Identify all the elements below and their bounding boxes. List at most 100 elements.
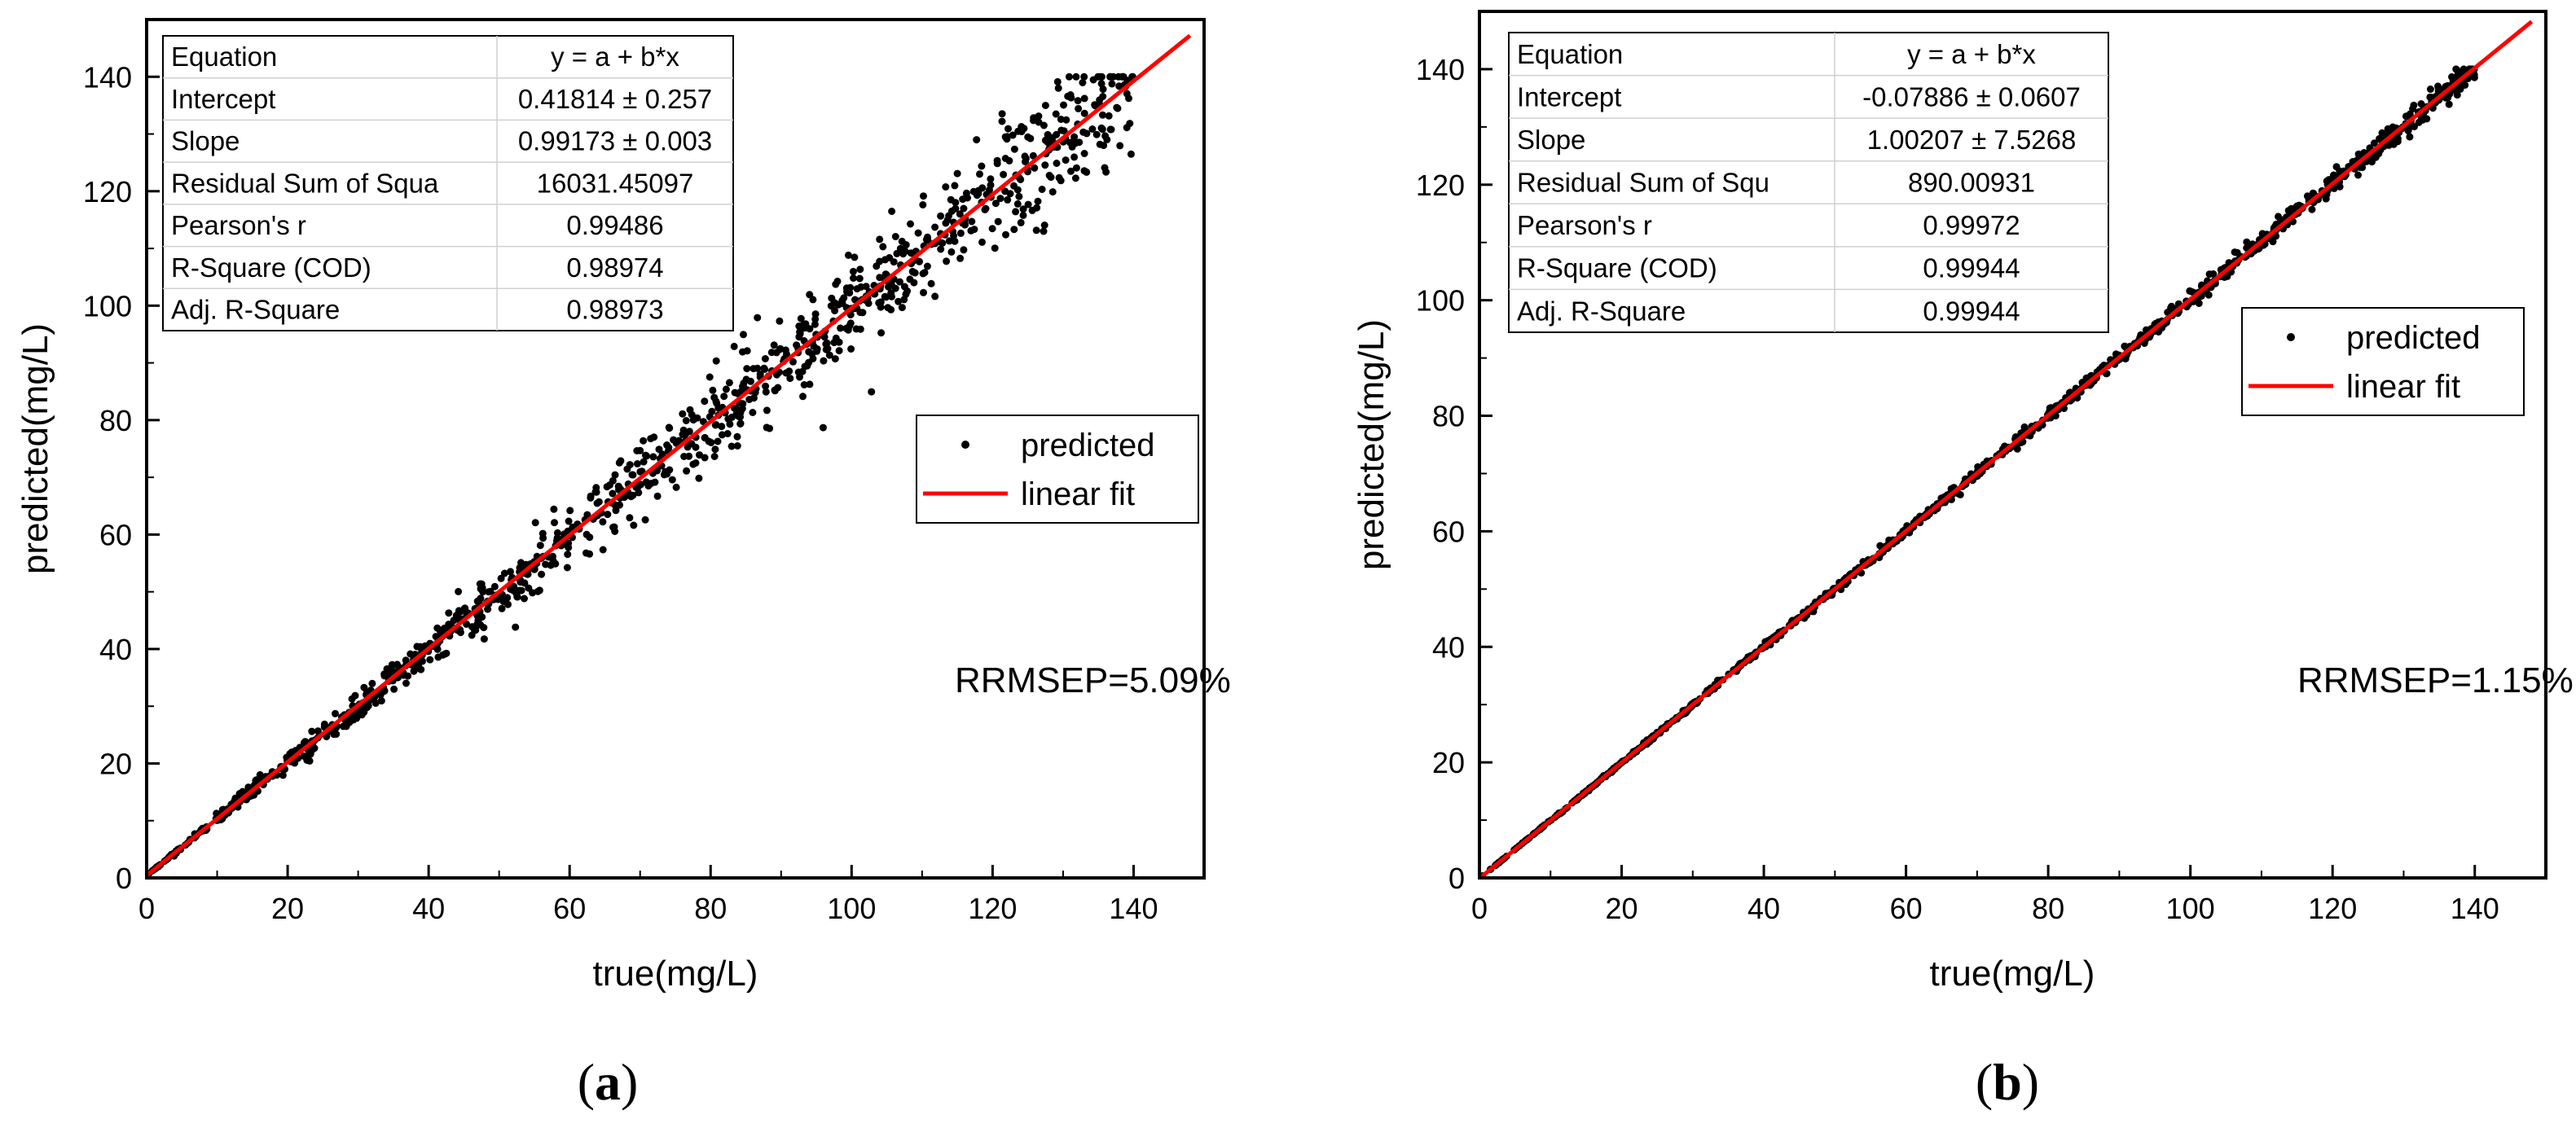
scatter-point [789,358,797,366]
scatter-point [800,381,808,388]
table-row-value: 0.99944 [1923,296,2020,326]
scatter-point [1114,72,1123,81]
scatter-point [947,248,956,256]
scatter-point [714,437,722,445]
scatter-point [665,444,673,452]
scatter-point [978,162,986,170]
table-row-value: 0.41814 ± 0.257 [518,84,712,114]
x-tick-label: 0 [138,892,155,925]
scatter-point [1080,109,1088,117]
scatter-point [640,437,648,445]
table-frame [162,35,734,331]
scatter-point [996,195,1004,203]
scatter-point [1083,168,1091,176]
scatter-point [507,568,514,576]
scatter-point [982,204,990,213]
scatter-point [762,388,770,396]
scatter-point [808,350,816,358]
scatter-point [1099,93,1107,100]
scatter-point [2415,118,2423,126]
legend: predicted linear fit [916,415,1199,524]
scatter-point [952,204,960,213]
scatter-point [951,237,959,245]
scatter-point [832,334,840,342]
scatter-point [521,595,528,603]
scatter-point [2243,238,2251,246]
scatter-point [723,430,732,437]
y-tick-label: 120 [1416,169,1465,202]
scatter-point [1041,161,1049,169]
scatter-point [1031,164,1039,172]
scatter-point [1015,192,1023,200]
x-tick-label: 40 [1747,892,1780,925]
scatter-point [847,345,855,353]
scatter-point [2448,72,2455,81]
scatter-point [898,304,906,312]
scatter-point [824,344,832,353]
scatter-point [1001,133,1009,141]
scatter-point [1071,174,1079,182]
scatter-point [961,221,969,229]
scatter-point [1062,156,1070,165]
scatter-point [891,233,899,240]
y-tick-label: 60 [99,518,132,551]
scatter-point [252,777,260,785]
legend-frame [916,415,1199,524]
table-row-value: y = a + b*x [551,42,679,72]
scatter-point [2332,163,2341,171]
scatter-point [1116,142,1124,150]
y-tick-label: 80 [99,404,132,437]
scatter-point [455,587,463,595]
scatter-point [402,679,410,687]
scatter-point [1053,77,1062,86]
scatter-point [987,175,995,183]
scatter-point [947,195,955,204]
scatter-point [763,406,771,415]
scatter-point [749,409,757,416]
x-tick-label: 80 [694,892,727,925]
scatter-point [306,757,314,765]
scatter-point [796,330,804,338]
scatter-point [725,379,733,387]
scatter-point [551,519,558,527]
linear-fit-line [147,33,1192,878]
scatter-point [931,223,939,231]
scatter-point [531,519,539,527]
scatter-point [433,624,442,632]
scatter-point [1060,127,1068,135]
table-row-value: y = a + b*x [1907,39,2036,69]
scatter-point [300,739,308,747]
legend-frame [2241,307,2525,416]
scatter-point [1019,205,1027,213]
scatter-point [923,262,931,270]
scatter-point [898,237,906,245]
linear-fit-line [1479,20,2534,878]
scatter-point [1040,222,1048,229]
scatter-point [550,505,558,513]
scatter-point [653,467,662,475]
scatter-point [1114,104,1122,112]
scatter-point [1102,168,1110,176]
scatter-point [831,355,839,363]
table-row-value: 0.99486 [566,210,663,240]
scatter-point [900,283,908,291]
scatter-point [750,394,758,402]
table-row-value: 1.00207 ± 7.5268 [1867,125,2077,155]
scatter-point [426,656,434,664]
legend-label-predicted: predicted [2346,320,2481,356]
scatter-point [377,697,385,705]
scatter-point [413,664,421,672]
scatter-point [1115,82,1123,90]
scatter-point [701,397,709,406]
scatter-point [308,727,316,735]
scatter-point [712,357,720,365]
scatter-point [586,550,594,558]
scatter-point [2372,150,2380,158]
scatter-point [756,371,764,379]
scatter-point [991,200,1000,208]
scatter-point [868,388,876,396]
scatter-point [1067,167,1075,175]
scatter-point [701,454,709,462]
scatter-point [630,521,638,529]
rrmsep-annotation: RRMSEP=5.09% [955,660,1231,700]
